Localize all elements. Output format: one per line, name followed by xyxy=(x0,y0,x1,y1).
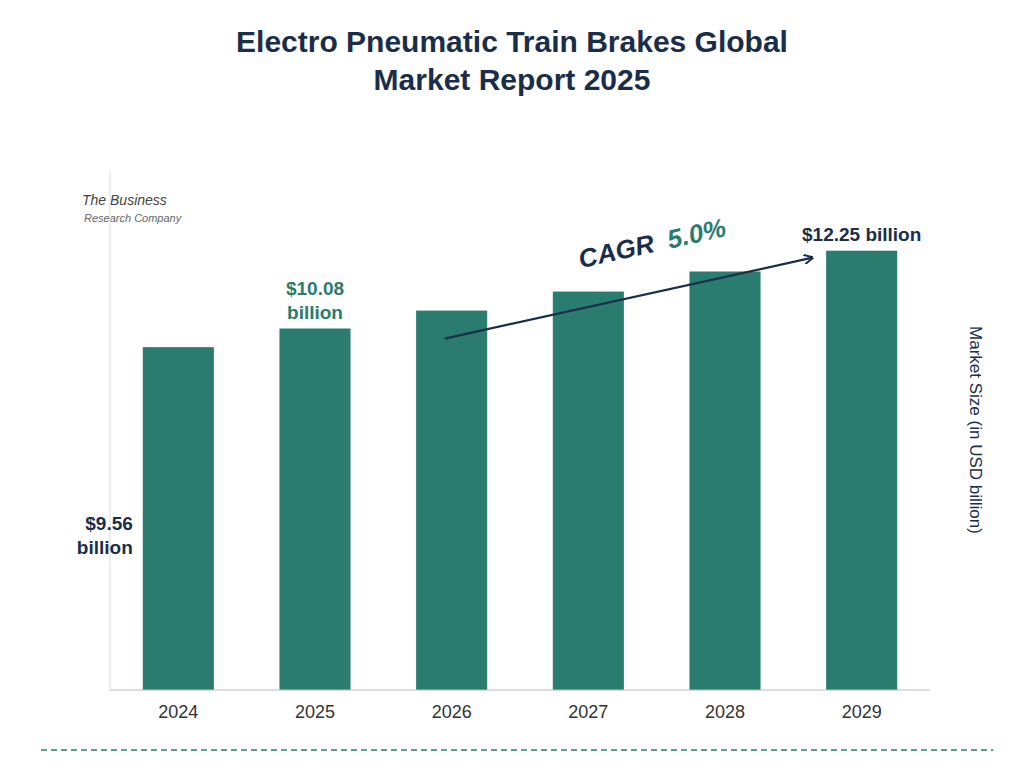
x-tick-label: 2027 xyxy=(568,702,608,722)
data-label: $10.08 billion xyxy=(286,278,344,323)
cagr-arrow xyxy=(445,258,813,339)
cagr-pct: 5.0% xyxy=(664,212,728,254)
x-tick-label: 2028 xyxy=(705,702,745,722)
bar xyxy=(689,271,760,690)
text-line: $9.56 xyxy=(85,513,133,534)
bar xyxy=(416,311,487,690)
text-line: $12.25 billion xyxy=(802,224,921,245)
logo-text: The Business xyxy=(82,192,167,208)
background xyxy=(0,0,1024,768)
x-axis-line xyxy=(110,690,930,691)
chart: Electro Pneumatic Train Brakes Global Mar… xyxy=(0,0,1024,768)
bar xyxy=(826,251,897,690)
cagr-text: CAGR 5.0% xyxy=(576,212,729,274)
bar xyxy=(279,329,350,690)
title: Electro Pneumatic Train Brakes Global Mar… xyxy=(236,25,788,96)
bar xyxy=(553,292,624,690)
bar xyxy=(143,347,214,690)
y-axis-label: Market Size (in USD billion) xyxy=(966,326,985,534)
text-line: Market Report 2025 xyxy=(374,63,651,96)
text-line: billion xyxy=(77,537,133,558)
bottom-border xyxy=(41,749,993,751)
text-line: billion xyxy=(287,302,343,323)
cagr-label: CAGR xyxy=(576,227,664,274)
x-tick-label: 2024 xyxy=(158,702,198,722)
text-line: Electro Pneumatic Train Brakes Global xyxy=(236,25,788,58)
logo-text: Research Company xyxy=(84,212,183,224)
x-tick-label: 2025 xyxy=(295,702,335,722)
data-label: $12.25 billion xyxy=(802,224,921,245)
x-tick-label: 2026 xyxy=(432,702,472,722)
x-tick-label: 2029 xyxy=(842,702,882,722)
data-label: $9.56 billion xyxy=(77,513,133,558)
y-axis-line xyxy=(110,170,111,690)
text-line: $10.08 xyxy=(286,278,344,299)
